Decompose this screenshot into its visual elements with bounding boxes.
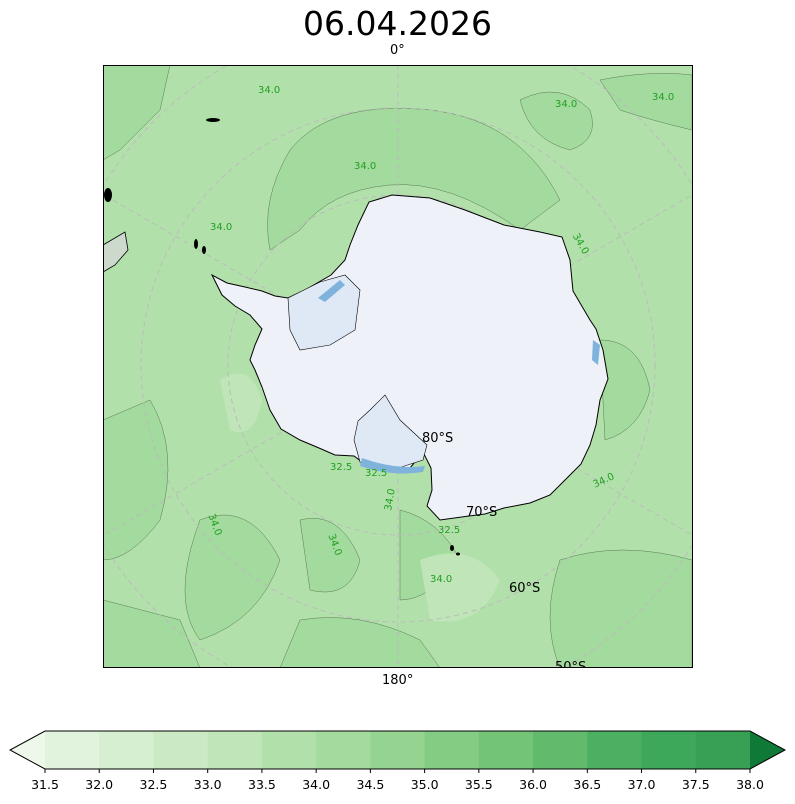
meridian-label-bottom: 180°	[382, 673, 414, 688]
contour-label: 34.0	[430, 574, 452, 585]
contour-label: 34.0	[652, 92, 674, 103]
colorbar-segment	[99, 731, 154, 769]
colorbar-segment	[695, 731, 751, 769]
colorbar	[8, 730, 787, 773]
lat-label-60: 60°S	[509, 581, 540, 596]
lat-label-70: 70°S	[466, 505, 497, 520]
colorbar-tick-label: 34.0	[302, 777, 331, 792]
islands	[104, 118, 460, 556]
colorbar-segment	[316, 731, 371, 769]
ross-ice-shelf-front	[360, 458, 425, 474]
colorbar-tick-label: 34.5	[356, 777, 385, 792]
weddell-shelf-front	[318, 280, 345, 302]
lat-label-50: 50°S	[555, 660, 586, 668]
contour-labels: 34.0 34.0 34.0 34.0 34.0 34.0 34.0 34.0 …	[205, 85, 674, 585]
contour-label: 32.5	[438, 525, 460, 536]
colorbar-segment	[641, 731, 697, 769]
colorbar-segment	[478, 731, 534, 769]
colorbar-tick-label: 32.5	[139, 777, 168, 792]
colorbar-segment	[533, 731, 588, 769]
ross-ice-shelf	[353, 394, 428, 471]
contour-label: 34.0	[555, 99, 577, 110]
colorbar-tick-label: 31.5	[31, 777, 59, 792]
colorbar-segment	[45, 731, 100, 769]
colorbar-tick-label: 33.0	[193, 777, 222, 792]
latitude-labels: 80°S 70°S 60°S 50°S	[422, 431, 586, 668]
colorbar-extend-max	[750, 731, 785, 769]
colorbar-segment	[153, 731, 209, 769]
colorbar-segment	[261, 731, 317, 769]
colorbar-extend-min	[10, 731, 45, 769]
colorbar-tick-label: 36.5	[573, 777, 602, 792]
colorbar-tick-label: 37.0	[627, 777, 656, 792]
colorbar-tick-label: 33.5	[248, 777, 276, 792]
meridian-label-top: 0°	[390, 43, 405, 58]
weddell-ice-shelf	[287, 274, 361, 351]
lat-label-80: 80°S	[422, 431, 453, 446]
contour-label: 32.5	[330, 462, 352, 473]
map-frame	[103, 65, 693, 668]
fresher-patches	[220, 373, 500, 622]
colorbar-segment	[587, 731, 643, 769]
contour-label: 34.0	[258, 85, 280, 96]
south-america-tip	[103, 231, 129, 273]
contour-label: 32.5	[365, 468, 387, 479]
amery-ice-shelf	[592, 340, 600, 365]
colorbar-segment	[370, 731, 426, 769]
colorbar-tick-label: 35.0	[410, 777, 439, 792]
contour-label: 34.0	[210, 222, 232, 233]
contour-label: 34.0	[354, 161, 376, 172]
colorbar-segment	[207, 731, 263, 769]
contour-label: 34.0	[383, 488, 398, 512]
colorbar-tick-label: 32.0	[85, 777, 114, 792]
plot-title: 06.04.2026	[303, 4, 492, 43]
map-panel: 34.0 34.0 34.0 34.0 34.0 34.0 34.0 34.0 …	[103, 65, 693, 668]
colorbar-tick-label: 35.5	[464, 777, 493, 792]
colorbar-tick-label: 37.5	[681, 777, 710, 792]
colorbar-tick-label: 38.0	[736, 777, 764, 792]
colorbar-segment	[424, 731, 480, 769]
colorbar-tick-label: 36.0	[519, 777, 547, 792]
